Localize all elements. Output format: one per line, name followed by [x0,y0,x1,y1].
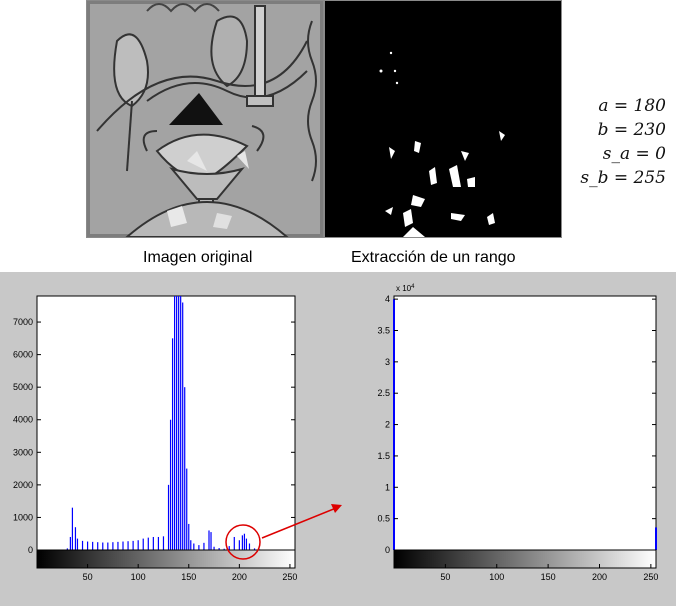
histogram-original: 0 1000 2000 3000 4000 5000 6000 7000 50 100 150 20… [13,295,297,582]
orig-histogram-bar [208,530,210,550]
orig-y-tick-label: 2000 [13,480,33,490]
orig-histogram-bar [190,540,192,550]
orig-histogram-bar [122,541,124,550]
orig-x-tick-label: 100 [131,572,146,582]
orig-histogram-bar [86,541,89,550]
orig-histogram-bar [241,535,243,550]
orig-histogram-bar [137,540,139,550]
orig-histogram-bar [147,537,149,550]
orig-histogram-bar [203,542,205,550]
orig-histogram-bar [69,536,71,550]
ext-histogram-bar [655,527,657,550]
param-sb: s_b = 255 [580,168,666,188]
plot-area-extracted [393,295,657,551]
orig-histogram-bar [182,302,184,550]
orig-y-tick-label: 1000 [13,512,33,522]
orig-histogram-bar [112,542,114,550]
orig-histogram-bar [152,536,154,550]
caption-extraction: Extracción de un rango [351,249,516,266]
orig-histogram-bar [178,296,180,550]
orig-histogram-bar [127,541,129,550]
ext-y-tick-label: 0 [385,545,390,555]
orig-histogram-bar [142,538,144,550]
orig-histogram-bar [71,507,74,550]
orig-x-tick-label: 50 [83,572,93,582]
orig-histogram-bar [218,548,220,550]
orig-histogram-bar [238,540,240,550]
orig-histogram-bar [174,296,176,550]
ext-x-tick-label: 50 [440,572,450,582]
original-image [86,0,324,238]
orig-histogram-bar [223,548,225,550]
orig-histogram-bar [76,538,79,550]
orig-histogram-bar [117,541,119,550]
orig-histogram-bar [169,419,172,550]
orig-x-tick-label: 250 [282,572,297,582]
ext-x-tick-label: 100 [489,572,504,582]
orig-y-tick-label: 4000 [13,415,33,425]
orig-histogram-bar [213,546,215,550]
orig-histogram-bar [176,296,178,550]
plot-area-original [36,295,296,551]
orig-histogram-bar [74,527,77,550]
ext-y-tick-label: 3.5 [377,325,390,335]
ext-y-tick-label: 2 [385,420,390,430]
orig-histogram-bar [193,543,195,550]
orig-histogram-bar [188,523,190,550]
histogram-extracted: 0 0.5 1 1.5 2 2.5 3 3.5 4 x 104 50 100 150 200 250 [377,284,658,582]
param-b: b = 230 [597,120,666,140]
orig-x-tick-label: 200 [232,572,247,582]
orig-y-tick-label: 6000 [13,350,33,360]
red-arrow [261,504,342,539]
y-exponent-label: x 104 [396,284,415,293]
extracted-range-image [324,0,562,238]
ext-y-tick-label: 1.5 [377,451,390,461]
parameter-list: a = 180 b = 230 s_a = 0 s_b = 255 [576,94,666,190]
ext-y-tick-label: 3 [385,357,390,367]
ext-x-tick-label: 150 [541,572,556,582]
orig-histogram-bar [180,296,182,550]
ext-y-tick-label: 4 [385,294,390,304]
caption-original: Imagen original [143,249,253,266]
original-image-drawing [87,1,323,237]
orig-y-tick-label: 3000 [13,447,33,457]
ext-y-tick-label: 0.5 [377,514,390,524]
ext-y-tick-label: 2.5 [377,388,390,398]
orig-histogram-bar [245,538,248,550]
orig-histogram-bar [253,548,256,550]
param-a: a = 180 [598,96,666,116]
orig-histogram-bar [184,387,186,550]
orig-histogram-bar [107,542,109,550]
ext-x-tick-label: 250 [643,572,658,582]
orig-histogram-bar [92,541,94,550]
orig-histogram-bar [81,540,84,550]
orig-histogram-bar [102,542,104,550]
extracted-range-drawing [325,1,561,237]
ext-x-tick-label: 200 [592,572,607,582]
orig-histogram-bar [243,533,246,550]
orig-histogram-bar [157,536,160,550]
ext-y-tick-label: 1 [385,482,390,492]
param-sa: s_a = 0 [602,144,666,164]
orig-histogram-bar [210,532,212,550]
orig-histogram-bar [167,484,170,550]
orig-histogram-bar [132,540,134,550]
orig-histogram-bar [233,536,235,550]
gray-ramp-extracted [393,549,657,569]
orig-histogram-bar [198,545,200,550]
orig-y-tick-label: 7000 [13,317,33,327]
orig-y-tick-label: 5000 [13,382,33,392]
orig-x-tick-label: 150 [181,572,196,582]
orig-histogram-bar [228,546,230,550]
orig-histogram-bar [248,543,251,550]
orig-histogram-bar [97,542,99,550]
orig-histogram-bar [171,338,174,550]
orig-histogram-bar [162,536,165,550]
orig-y-tick-label: 0 [28,545,33,555]
orig-histogram-bar [186,468,188,550]
highlight-circle [225,524,261,560]
orig-histogram-bar [66,548,68,550]
